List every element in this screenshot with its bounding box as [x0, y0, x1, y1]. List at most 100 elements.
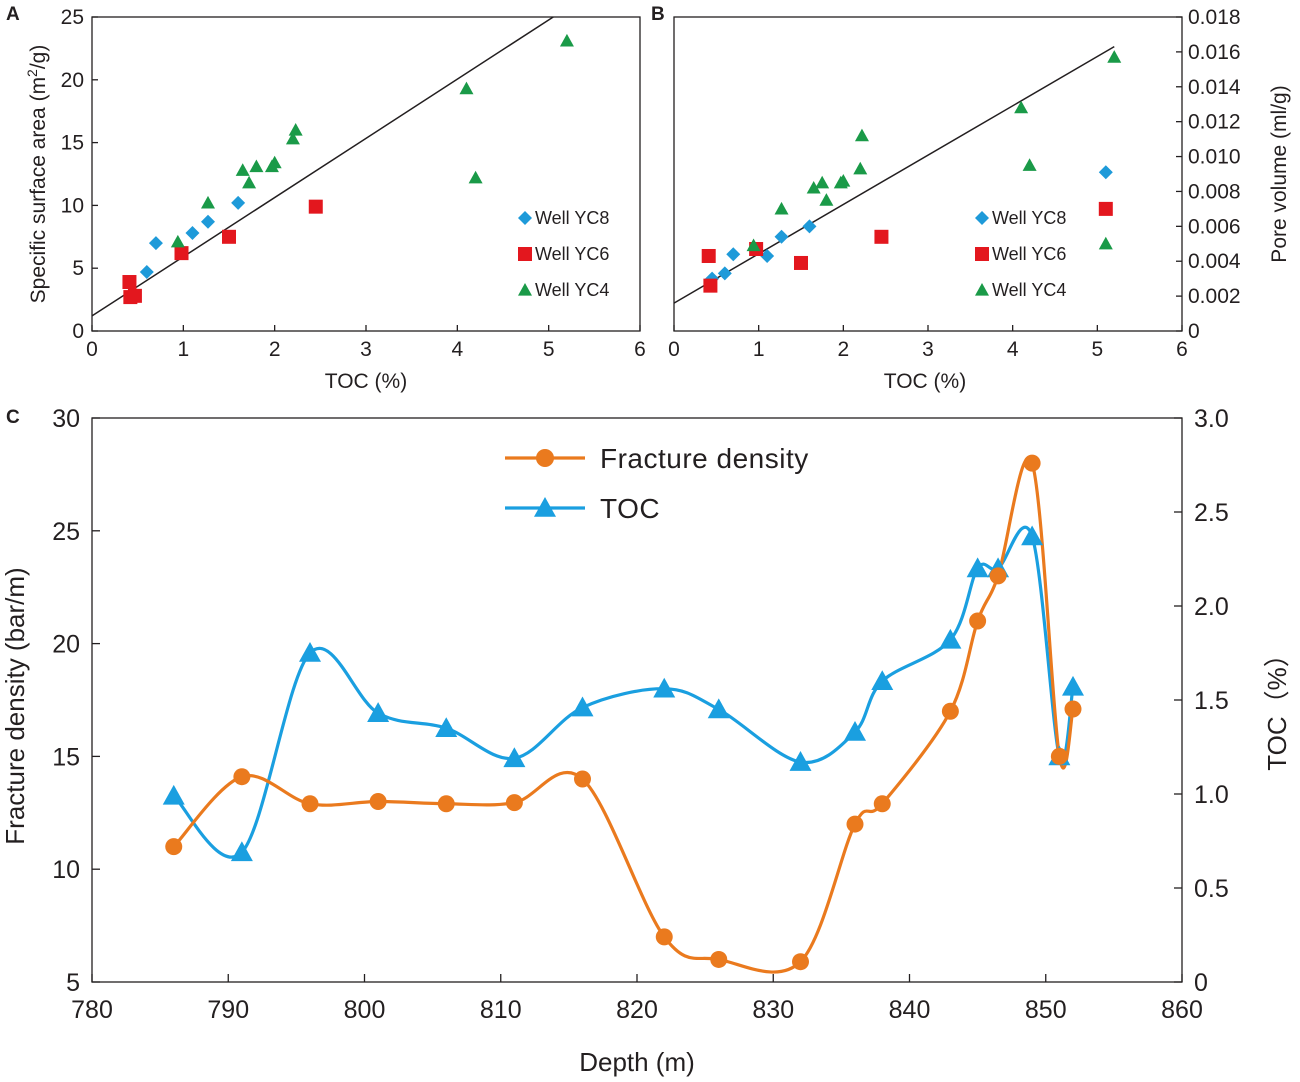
panel-a-xlabel: TOC (%) [325, 370, 407, 393]
b-point-triangle [815, 175, 830, 189]
a-xtick-label: 6 [634, 338, 646, 361]
b-point-square [701, 248, 716, 263]
c-point-fracture-density [655, 928, 673, 946]
a-point-diamond [139, 264, 154, 279]
c-series-line-fracture-density [172, 456, 1075, 974]
c-point-toc [435, 717, 458, 737]
b-legend-label: Well YC4 [992, 280, 1066, 300]
c-ytick-left-label: 30 [52, 405, 80, 433]
panel-c-letter: C [6, 407, 20, 428]
panel-c-lines [172, 456, 1075, 974]
c-point-toc [966, 557, 989, 578]
c-xtick-label: 860 [1161, 996, 1203, 1024]
b-legend-label: Well YC6 [992, 244, 1066, 264]
b-xtick-label: 6 [1176, 338, 1188, 361]
a-ytick-label: 20 [61, 69, 84, 92]
b-point-square [1098, 201, 1113, 216]
c-xtick-label: 780 [71, 996, 113, 1024]
c-point-toc [871, 670, 894, 690]
panel-c-xlabel: Depth (m) [579, 1047, 695, 1077]
c-ytick-right-label: 3.0 [1194, 405, 1229, 433]
b-xtick-label: 5 [1091, 338, 1103, 361]
panel-a-ylabel-sup: 2 [24, 69, 40, 77]
b-point-diamond [802, 219, 817, 234]
a-ytick-label: 25 [61, 6, 84, 29]
b-legend-marker-diamond [975, 211, 989, 225]
a-xtick-label: 1 [177, 338, 189, 361]
a-legend-marker-diamond [518, 211, 532, 225]
b-point-diamond [760, 248, 775, 263]
b-point-diamond [726, 247, 741, 262]
c-point-fracture-density [165, 838, 183, 856]
panel-a-ylabel-tail: /g) [27, 45, 50, 70]
c-point-toc [844, 720, 866, 741]
c-point-toc [939, 628, 962, 649]
c-ytick-left-label: 10 [52, 856, 80, 884]
a-point-diamond [200, 214, 215, 229]
c-ytick-right-label: 1.0 [1194, 781, 1229, 809]
panel-a-trendline-group [91, 16, 554, 317]
b-xtick-label: 2 [837, 338, 849, 361]
c-xtick-label: 850 [1025, 996, 1067, 1024]
panel-b-trendline-group [673, 46, 1115, 304]
panel-c-points [162, 454, 1084, 971]
panel-c-ticks: 780 790 800 810 820 830 840 850 860 5 10 15 20 25 30 0 0… [52, 405, 1229, 1024]
c-point-toc [789, 751, 812, 771]
b-point-triangle [1022, 158, 1037, 171]
c-point-toc [162, 784, 185, 805]
a-point-triangle [249, 159, 264, 173]
panel-a-ylabel: Specific surface area (m2/g) [24, 45, 50, 304]
panel-a-points [122, 33, 574, 305]
c-ytick-left-label: 5 [66, 969, 80, 997]
c-point-toc [1062, 675, 1084, 696]
c-legend-marker-triangle [534, 497, 556, 517]
a-point-square [222, 229, 236, 244]
panel-b-ylabel: Pore volume (ml/g) [1268, 85, 1291, 262]
b-ytick-label: 0 [1188, 320, 1200, 343]
c-point-fracture-density [1023, 454, 1041, 472]
b-point-triangle [853, 161, 868, 175]
c-ytick-right-label: 1.5 [1194, 687, 1229, 715]
c-point-fracture-density [437, 795, 455, 813]
c-point-toc [367, 702, 390, 722]
c-point-fracture-density [505, 794, 523, 812]
b-point-triangle [774, 201, 789, 215]
b-xtick-label: 0 [668, 338, 680, 361]
b-point-triangle [746, 238, 761, 252]
a-point-triangle [285, 131, 300, 145]
c-point-toc [503, 747, 526, 768]
b-point-square [703, 278, 718, 293]
b-point-diamond [717, 266, 732, 281]
c-point-fracture-density [710, 950, 728, 968]
c-point-fracture-density [1050, 747, 1068, 765]
a-point-triangle [242, 175, 257, 189]
b-point-diamond [774, 229, 789, 244]
panel-a-scatter: 0 1 2 3 4 5 6 0 5 10 15 20 25 TOC (%) Specific surfa… [24, 6, 646, 393]
a-point-triangle [559, 33, 574, 47]
c-legend-label: TOC [600, 493, 660, 524]
c-ytick-right-label: 2.0 [1194, 593, 1229, 621]
a-ytick-label: 10 [61, 194, 84, 217]
b-ytick-label: 0.016 [1188, 41, 1241, 64]
b-point-diamond [1098, 165, 1113, 180]
panel-b-scatter: 0 1 2 3 4 5 600.0020.0040.0060.0080.0100.0120.… [668, 6, 1291, 393]
c-ytick-right-label: 0 [1194, 969, 1208, 997]
a-legend-marker-triangle [518, 283, 532, 296]
panel-c-ylabel-left: Fracture density (bar/m) [0, 567, 30, 844]
c-point-toc [571, 696, 594, 717]
a-xtick-label: 3 [360, 338, 372, 361]
c-xtick-label: 830 [752, 996, 794, 1024]
c-point-toc [299, 642, 321, 662]
c-point-fracture-density [873, 795, 891, 813]
a-point-triangle [200, 195, 215, 209]
b-point-square [794, 255, 808, 270]
a-point-square [122, 275, 137, 290]
b-xtick-label: 4 [1007, 338, 1019, 361]
panel-a-ticks: 0 1 2 3 4 5 6 0 5 10 15 20 25 [61, 6, 646, 361]
a-point-triangle [235, 163, 250, 176]
a-ytick-label: 5 [72, 257, 84, 280]
c-xtick-label: 790 [207, 996, 249, 1024]
b-ytick-label: 0.010 [1188, 146, 1241, 169]
c-xtick-label: 800 [344, 996, 386, 1024]
